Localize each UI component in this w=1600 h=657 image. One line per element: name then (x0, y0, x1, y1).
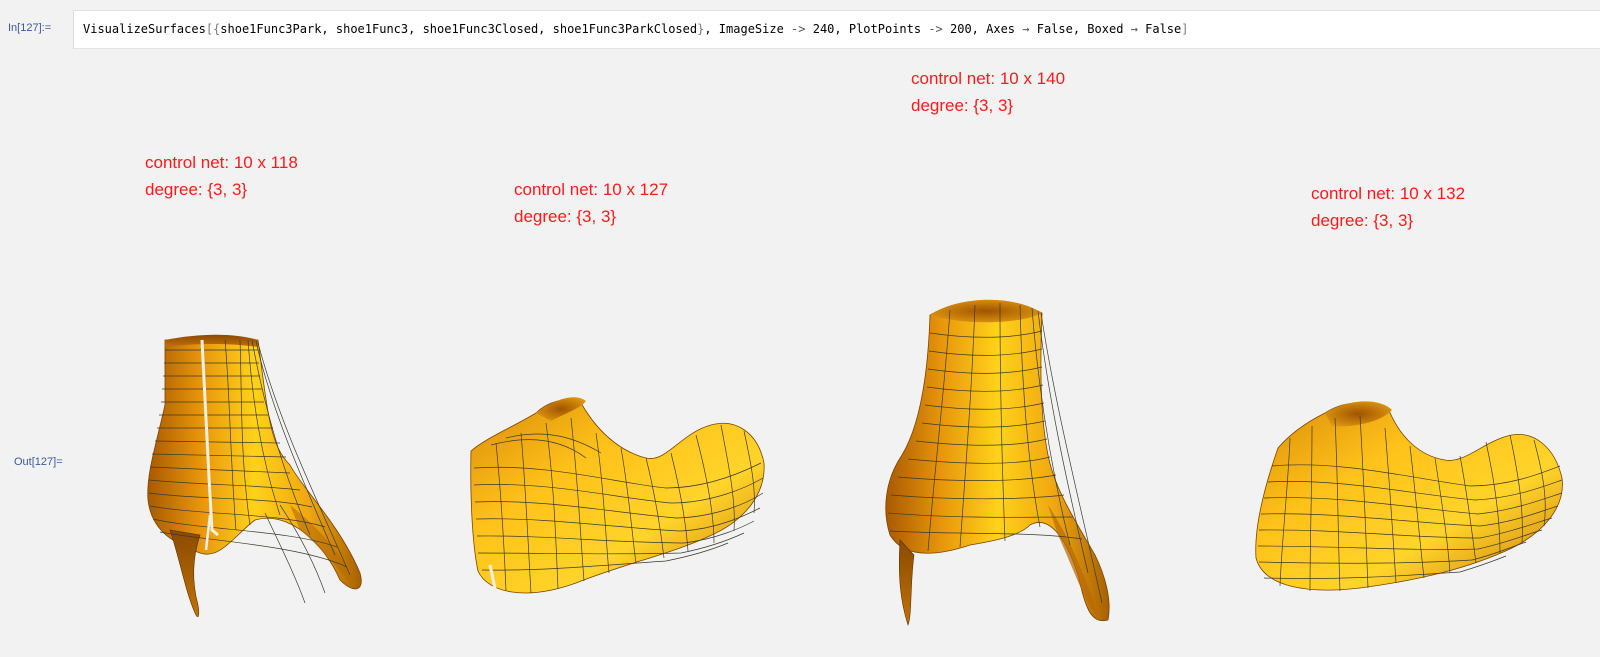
close-list-bracket: } (697, 22, 705, 36)
option-axes: 200, Axes (942, 22, 1023, 36)
option-boxed: False, Boxed (1029, 22, 1131, 36)
surface-opening (536, 397, 586, 421)
rule-arrow: -> (791, 22, 806, 36)
surface-patch (1048, 505, 1098, 615)
surface-opening (1325, 401, 1392, 427)
input-cell[interactable]: VisualizeSurfaces[{shoe1Func3Park, shoe1… (73, 10, 1600, 49)
degree-text: degree: {3, 3} (145, 180, 248, 199)
surface-annotation-3: control net: 10 x 140 degree: {3, 3} (911, 65, 1065, 119)
rule-arrow: -> (928, 22, 943, 36)
control-net-text: control net: 10 x 118 (145, 153, 298, 172)
surface-patch (1255, 402, 1563, 591)
surface-plot-2[interactable] (466, 393, 776, 618)
mesh-lines (1257, 415, 1563, 592)
function-name: VisualizeSurfaces (83, 22, 206, 36)
output-cell-label: Out[127]= (14, 456, 63, 468)
option-image-size: , ImageSize (704, 22, 792, 36)
surface-annotation-1: control net: 10 x 118 degree: {3, 3} (145, 149, 298, 203)
mesh-lines (473, 417, 764, 594)
input-cell-label: In[127]:= (8, 22, 52, 34)
degree-text: degree: {3, 3} (911, 96, 1014, 115)
surface-opening (930, 299, 1042, 323)
control-net-text: control net: 10 x 132 (1311, 184, 1466, 203)
surface-args: shoe1Func3Park, shoe1Func3, shoe1Func3Cl… (220, 22, 698, 36)
close-bracket: ] (1181, 22, 1189, 36)
surface-patch (169, 529, 201, 618)
mesh-lines (148, 339, 351, 604)
surface-patch (898, 539, 915, 626)
surface-plot-4[interactable] (1250, 398, 1570, 608)
option-plot-points: 240, PlotPoints (805, 22, 929, 36)
degree-text: degree: {3, 3} (514, 207, 617, 226)
surface-patch (165, 334, 258, 347)
surface-patch (290, 505, 355, 585)
degree-text: degree: {3, 3} (1311, 211, 1414, 230)
rule-arrow: → (1130, 22, 1138, 36)
surface-seam (200, 339, 219, 537)
open-bracket: [{ (205, 22, 221, 36)
control-net-text: control net: 10 x 127 (514, 180, 669, 199)
surface-plot-1[interactable] (140, 334, 370, 625)
rule-arrow: → (1022, 22, 1030, 36)
surface-seam (204, 514, 212, 551)
surface-annotation-2: control net: 10 x 127 degree: {3, 3} (514, 176, 668, 230)
mesh-lines (887, 302, 1103, 604)
option-boxed-value: False (1137, 22, 1182, 36)
control-net-text: control net: 10 x 140 (911, 69, 1066, 88)
surface-annotation-4: control net: 10 x 132 degree: {3, 3} (1311, 180, 1465, 234)
surface-plot-3[interactable] (880, 295, 1120, 635)
input-code[interactable]: VisualizeSurfaces[{shoe1Func3Park, shoe1… (83, 22, 1188, 36)
surface-seam (488, 564, 498, 594)
